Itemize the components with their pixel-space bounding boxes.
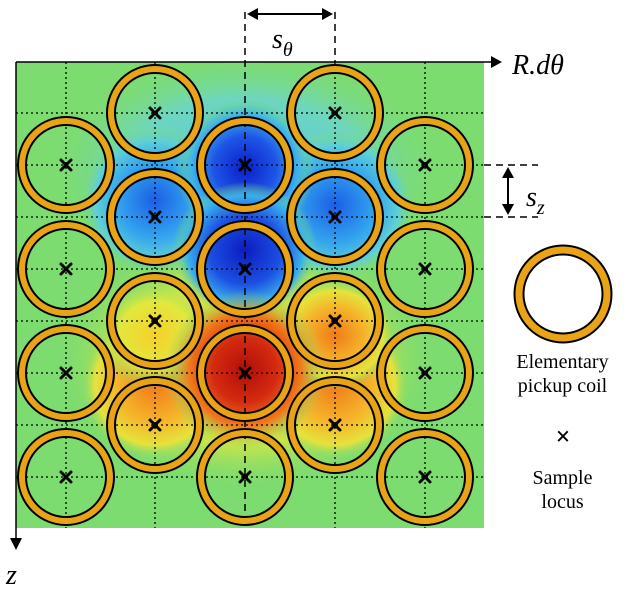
coil-ring: [376, 220, 474, 318]
legend-sample-label: Sample locus: [500, 466, 625, 514]
coil-ring: [17, 324, 115, 422]
coil-ring: [286, 376, 384, 474]
s-theta-label: sθ: [272, 24, 293, 61]
sample-cross-icon: [418, 262, 432, 276]
axes: [10, 56, 502, 550]
legend-sample-cross-icon: ×: [556, 422, 571, 451]
sample-cross-icon: [148, 106, 162, 120]
sample-cross-icon: [418, 366, 432, 380]
sample-cross-icon: [59, 262, 73, 276]
sample-cross-icon: [59, 158, 73, 172]
s-theta-left-arrow-icon: [247, 8, 258, 20]
legend-coil-label-line2: pickup coil: [517, 375, 608, 397]
coil-ring: [286, 272, 384, 370]
s-z-subscript: z: [536, 197, 545, 219]
sample-cross-icon: [328, 106, 342, 120]
coil-ring: [196, 220, 294, 318]
coil-ring: [286, 64, 384, 162]
coil-ring: [17, 428, 115, 526]
sample-cross-icon: [148, 210, 162, 224]
s-theta-subscript: θ: [283, 39, 293, 61]
coil-array: [17, 64, 474, 526]
s-theta-right-arrow-icon: [322, 8, 333, 20]
sample-cross-icon: [238, 158, 252, 172]
horizontal-axis-label: R.dθ: [511, 50, 564, 81]
coil-ring: [106, 376, 204, 474]
sample-cross-icon: [328, 418, 342, 432]
legend-coil-label-line1: Elementary: [516, 351, 609, 373]
sample-cross-icon: [148, 314, 162, 328]
sample-cross-icon: [238, 366, 252, 380]
coil-ring: [196, 324, 294, 422]
sample-grid: [16, 62, 484, 528]
coil-ring: [376, 324, 474, 422]
coil-ring: [17, 116, 115, 214]
s-theta-dimension: [247, 8, 333, 20]
sample-cross-icon: [328, 314, 342, 328]
legend-coil-icon: [513, 244, 613, 344]
coil-ring: [106, 64, 204, 162]
legend-sample-label-line2: locus: [541, 491, 584, 513]
s-z-label: sz: [526, 182, 545, 219]
sample-cross-icon: [59, 470, 73, 484]
coil-ring: [17, 220, 115, 318]
s-theta-symbol: s: [272, 24, 283, 55]
sample-cross-icon: [418, 158, 432, 172]
coil-ring: [376, 428, 474, 526]
sample-cross-icon: [418, 470, 432, 484]
s-z-dimension: [484, 164, 538, 218]
coil-ring: [376, 116, 474, 214]
coil-ring: [196, 116, 294, 214]
coil-ring: [106, 168, 204, 266]
horizontal-axis-arrow-icon: [491, 56, 502, 68]
sample-loci: [59, 106, 432, 484]
sample-cross-icon: [148, 418, 162, 432]
s-z-bottom-arrow-icon: [502, 204, 514, 215]
legend-coil-label: Elementary pickup coil: [500, 350, 625, 398]
legend-sample-label-line1: Sample: [532, 467, 593, 489]
s-z-top-arrow-icon: [502, 167, 514, 178]
coil-ring: [196, 428, 294, 526]
vertical-axis-label: z: [5, 560, 17, 591]
sample-cross-icon: [238, 470, 252, 484]
sample-cross-icon: [59, 366, 73, 380]
coil-ring: [286, 168, 384, 266]
coil-ring: [106, 272, 204, 370]
s-z-symbol: s: [526, 182, 537, 213]
vertical-axis-arrow-icon: [10, 538, 22, 550]
sample-cross-icon: [328, 210, 342, 224]
sample-cross-icon: [238, 262, 252, 276]
